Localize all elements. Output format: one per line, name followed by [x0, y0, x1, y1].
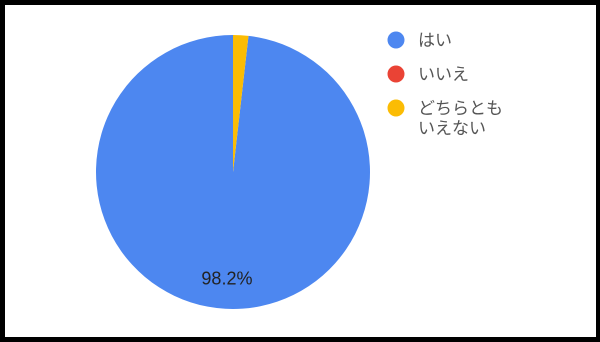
legend-label-3-line-1: どちらとも	[418, 99, 503, 119]
pie-slice-3	[233, 35, 249, 172]
pie-data-labels: 98.2%	[201, 269, 252, 289]
legend-label-1: はい	[418, 31, 452, 51]
data-label-1: 98.2%	[201, 269, 252, 289]
pie-slice-1	[95, 35, 370, 309]
pie-slices	[95, 35, 370, 309]
legend-marker-3	[387, 99, 405, 117]
legend-marker-2	[387, 65, 405, 83]
legend-label-2: いいえ	[418, 65, 469, 85]
legend-label-3-line-2: いえない	[418, 119, 486, 139]
legend-marker-1	[387, 31, 405, 49]
